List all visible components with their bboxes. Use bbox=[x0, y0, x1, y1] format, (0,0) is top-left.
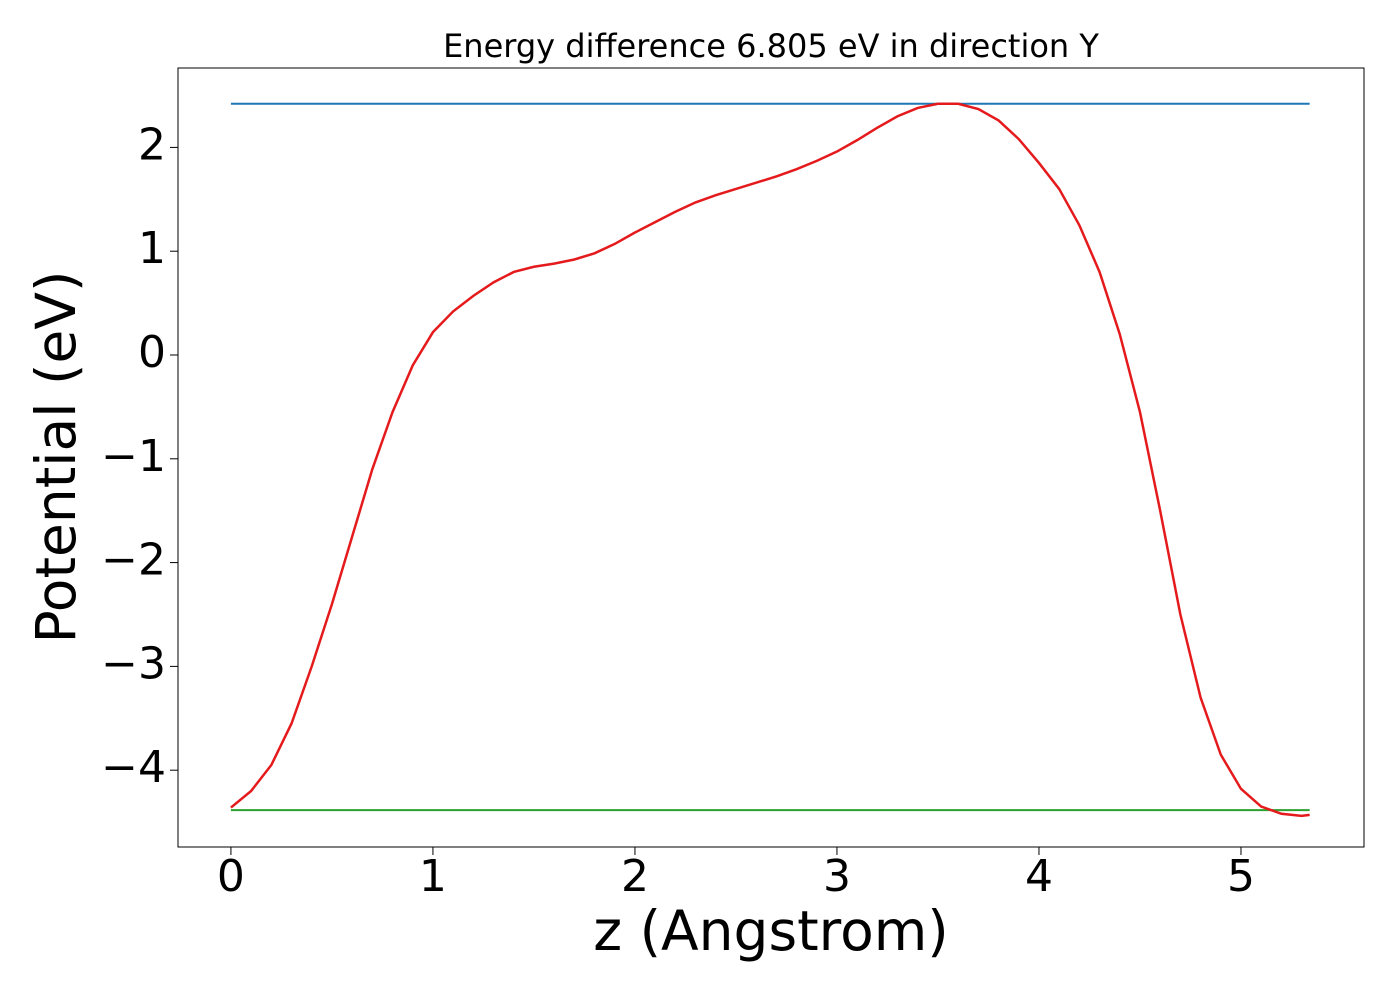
x-tick-label: 4 bbox=[1025, 851, 1053, 902]
x-tick-label: 1 bbox=[419, 851, 447, 902]
y-tick-label: −1 bbox=[101, 431, 166, 482]
y-tick-label: −4 bbox=[101, 742, 166, 793]
series-line bbox=[230, 102, 1310, 818]
x-tick-label: 3 bbox=[823, 851, 851, 902]
y-axis-label: Potential (eV) bbox=[24, 271, 88, 644]
y-tick-label: 1 bbox=[138, 223, 166, 274]
y-tick-label: −2 bbox=[101, 535, 166, 586]
x-tick-label: 5 bbox=[1227, 851, 1255, 902]
x-tick-label: 2 bbox=[621, 851, 649, 902]
x-tick-label: 0 bbox=[217, 851, 245, 902]
y-tick-label: −3 bbox=[101, 638, 166, 689]
chart-title: Energy difference 6.805 eV in direction … bbox=[443, 27, 1099, 65]
x-axis-label: z (Angstrom) bbox=[593, 899, 949, 963]
plot-frame bbox=[177, 67, 1365, 848]
y-tick-label: 0 bbox=[138, 327, 166, 378]
y-tick-label: 2 bbox=[138, 119, 166, 170]
